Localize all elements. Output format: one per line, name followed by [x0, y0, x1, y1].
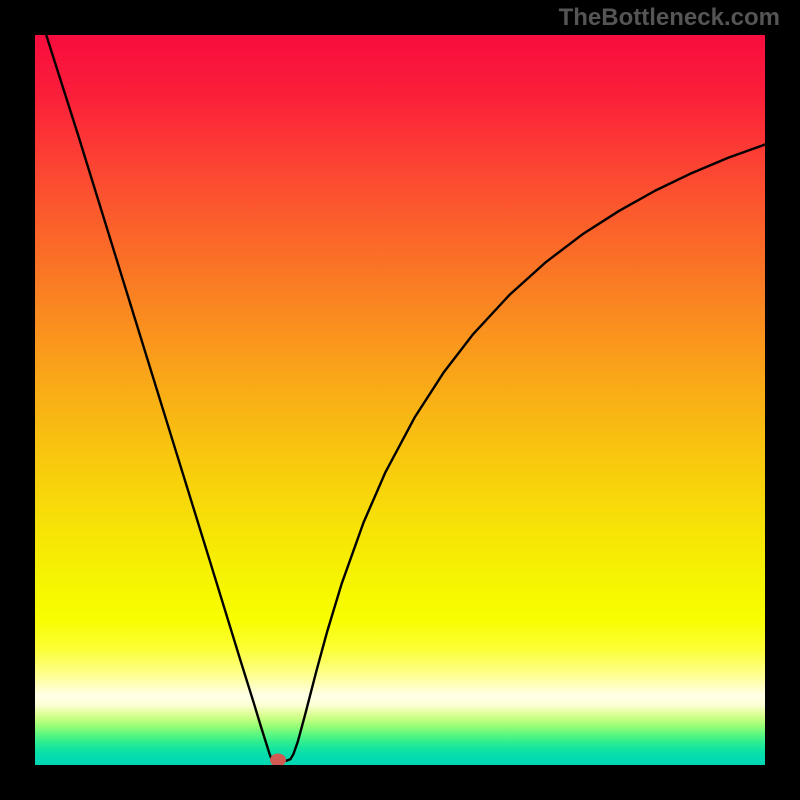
watermark-text: TheBottleneck.com: [559, 4, 780, 32]
chart-plot-area: [35, 35, 765, 765]
bottleneck-curve: [35, 35, 765, 765]
optimum-marker: [270, 753, 286, 765]
